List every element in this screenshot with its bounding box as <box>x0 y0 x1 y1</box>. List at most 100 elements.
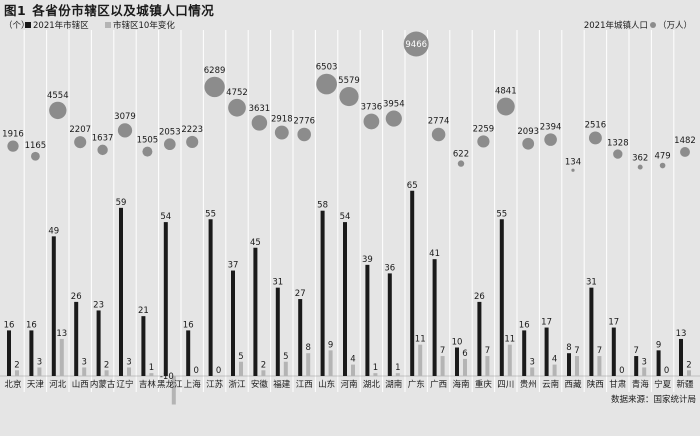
bar-10yr-change <box>104 370 109 376</box>
bar-10yr-change <box>127 367 131 376</box>
legend-swatch-gray <box>105 22 111 28</box>
bar-value-label-change: 3 <box>37 357 42 367</box>
urban-population-label: 2516 <box>585 121 607 131</box>
bar-10yr-change <box>328 350 333 376</box>
bar-value-label-change: 2 <box>104 360 109 370</box>
bar-value-label-change: 0 <box>193 366 198 376</box>
x-tick-label: 甘肃 <box>609 379 627 390</box>
bar-2021-districts <box>186 330 191 376</box>
bar-2021-districts <box>141 316 146 376</box>
bar-10yr-change <box>507 344 512 376</box>
bar-10yr-change <box>418 344 423 376</box>
x-tick-label: 安徽 <box>251 379 269 390</box>
bar-10yr-change <box>552 364 557 376</box>
bar-value-label-change: 3 <box>641 357 646 367</box>
bar-value-label-2021: 65 <box>407 181 418 191</box>
x-tick-label: 黑龙江 <box>157 379 183 390</box>
x-tick-label: 江西 <box>296 380 313 390</box>
data-source: 数据来源：国家统计局 <box>611 393 696 405</box>
x-tick-label: 贵州 <box>520 379 537 390</box>
bar-value-label-change: 6 <box>462 349 467 359</box>
bar-value-label-2021: 26 <box>71 292 82 302</box>
urban-population-label: 9466 <box>405 40 427 50</box>
urban-population-bubble <box>659 162 666 169</box>
bar-value-label-2021: 36 <box>384 263 395 273</box>
bar-value-label-2021: 27 <box>295 289 306 299</box>
urban-population-label: 2776 <box>293 117 315 127</box>
bar-value-label-2021: 16 <box>519 320 530 330</box>
urban-population-label: 2259 <box>473 124 495 134</box>
bar-2021-districts <box>499 219 504 376</box>
bar-2021-districts <box>96 310 101 376</box>
bar-value-label-change: 4 <box>552 355 557 365</box>
urban-population-label: 1482 <box>674 136 696 146</box>
x-tick-label: 陕西 <box>587 379 604 390</box>
urban-population-label: 3954 <box>383 99 405 109</box>
x-tick-label: 浙江 <box>228 379 246 390</box>
bar-2021-districts <box>253 247 258 376</box>
bar-value-label-2021: 21 <box>138 306 149 316</box>
urban-population-label: 6503 <box>316 63 338 73</box>
x-tick-label: 广西 <box>430 379 447 390</box>
bar-value-label-change: 5 <box>238 352 243 362</box>
figure-number: 图1 <box>4 3 27 18</box>
x-tick-label: 云南 <box>542 379 559 390</box>
bar-10yr-change <box>351 364 355 376</box>
bar-10yr-change <box>440 356 445 376</box>
bar-2021-districts <box>544 327 549 376</box>
urban-population-bubble <box>316 73 337 95</box>
urban-population-bubble <box>49 101 67 120</box>
urban-population-label: 2394 <box>540 122 562 132</box>
bar-2021-districts <box>74 301 79 376</box>
bar-value-label-change: 11 <box>504 335 515 345</box>
bar-value-label-2021: 49 <box>48 226 59 236</box>
urban-population-label: 622 <box>453 149 469 159</box>
urban-population-bubble <box>588 131 602 145</box>
bar-value-label-2021: 16 <box>4 320 15 330</box>
bar-value-label-2021: 7 <box>633 346 638 356</box>
bar-value-label-change: 7 <box>574 346 579 356</box>
bar-value-label-change: -10 <box>160 372 174 382</box>
x-tick-label: 河北 <box>49 379 67 390</box>
bar-value-label-2021: 13 <box>676 329 687 339</box>
bar-value-label-change: 1 <box>373 363 378 373</box>
urban-population-label: 4554 <box>47 91 69 101</box>
bar-value-label-change: 7 <box>485 346 490 356</box>
bar-2021-districts <box>567 353 571 376</box>
bar-value-label-2021: 9 <box>656 340 661 350</box>
urban-population-bubble <box>522 137 535 150</box>
bar-10yr-change <box>283 361 288 376</box>
bar-2021-districts <box>656 350 661 376</box>
urban-population-bubble <box>297 127 311 142</box>
chart-title-text: 各省份市辖区以及城镇人口情况 <box>32 3 215 18</box>
urban-population-label: 5579 <box>338 76 360 86</box>
legend-bubble-icon <box>649 22 656 28</box>
bar-value-label-change: 0 <box>619 366 624 376</box>
urban-population-bubble <box>97 144 108 156</box>
urban-population-label: 3631 <box>249 104 271 114</box>
bar-value-label-2021: 54 <box>340 212 351 222</box>
bar-value-label-change: 3 <box>529 357 534 367</box>
urban-population-bubble <box>31 151 40 161</box>
bar-value-label-2021: 31 <box>586 278 597 288</box>
bar-value-label-2021: 10 <box>452 338 463 348</box>
bar-10yr-change <box>463 358 467 376</box>
bar-10yr-change <box>261 370 266 376</box>
bar-value-label-change: 3 <box>126 357 131 367</box>
bar-10yr-change <box>15 370 19 376</box>
bar-2021-districts <box>611 327 616 376</box>
urban-population-bubble <box>385 110 402 127</box>
bar-2021-districts <box>432 259 437 376</box>
bar-value-label-change: 5 <box>283 352 288 362</box>
urban-population-label: 2053 <box>159 127 181 137</box>
x-tick-label: 西藏 <box>564 379 582 390</box>
bar-2021-districts <box>455 347 459 376</box>
bar-value-label-2021: 41 <box>429 249 440 259</box>
bar-10yr-change <box>149 373 154 376</box>
urban-population-bubble <box>339 86 359 107</box>
urban-population-bubble <box>363 113 380 130</box>
bar-2021-districts <box>119 207 123 376</box>
x-tick-label: 上海 <box>184 379 202 390</box>
bar-2021-districts <box>365 264 370 376</box>
bar-value-label-2021: 58 <box>317 201 328 211</box>
